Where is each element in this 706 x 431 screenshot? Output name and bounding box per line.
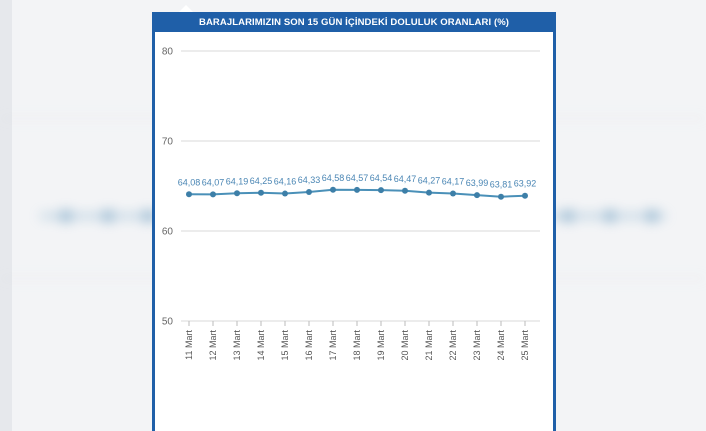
data-point (498, 193, 504, 200)
data-label: 64,47 (394, 174, 417, 184)
x-tick-label: 15 Mart (280, 330, 290, 361)
x-tick-label: 17 Mart (328, 330, 338, 361)
data-label: 63,99 (466, 178, 489, 188)
data-label: 64,25 (250, 176, 273, 186)
chart-card: BARAJLARIMIZIN SON 15 GÜN İÇİNDEKİ DOLUL… (152, 5, 556, 431)
y-tick-label: 70 (162, 137, 174, 148)
y-tick-label: 50 (162, 317, 174, 328)
data-label: 64,27 (418, 176, 441, 186)
data-point (306, 189, 312, 196)
data-point (474, 192, 480, 199)
y-tick-label: 60 (162, 227, 174, 238)
bg-point (102, 210, 114, 222)
data-label: 64,57 (346, 173, 369, 183)
bg-point (60, 210, 72, 222)
data-label: 64,33 (298, 175, 321, 185)
x-tick-label: 20 Mart (400, 330, 410, 361)
data-point (330, 186, 336, 193)
data-label: 63,92 (514, 179, 537, 189)
data-point (258, 189, 264, 196)
data-label: 64,16 (274, 177, 297, 187)
data-point (210, 191, 216, 198)
x-tick-label: 24 Mart (496, 330, 506, 361)
x-tick-label: 22 Mart (448, 330, 458, 361)
chart-title: BARAJLARIMIZIN SON 15 GÜN İÇİNDEKİ DOLUL… (152, 12, 556, 32)
data-point (426, 189, 432, 196)
data-label: 63,81 (490, 180, 513, 190)
bg-point (142, 210, 154, 222)
data-point (186, 191, 192, 198)
title-notch (179, 5, 193, 12)
data-label: 64,19 (226, 176, 249, 186)
x-tick-label: 12 Mart (208, 330, 218, 361)
x-tick-label: 14 Mart (256, 330, 266, 361)
y-tick-label: 80 (162, 47, 174, 58)
data-label: 64,58 (322, 173, 345, 183)
data-label: 64,08 (178, 177, 201, 187)
data-point (234, 190, 240, 197)
x-tick-label: 21 Mart (424, 330, 434, 361)
x-tick-label: 19 Mart (376, 330, 386, 361)
x-tick-label: 11 Mart (184, 330, 194, 360)
data-label: 64,07 (202, 177, 225, 187)
x-tick-label: 18 Mart (352, 330, 362, 361)
data-label: 64,54 (370, 173, 393, 183)
data-label: 64,17 (442, 176, 465, 186)
data-point (282, 190, 288, 197)
data-point (354, 186, 360, 193)
x-tick-label: 23 Mart (472, 330, 482, 361)
x-tick-label: 13 Mart (232, 330, 242, 361)
data-point (402, 187, 408, 194)
bg-point (604, 210, 616, 222)
data-point (522, 192, 528, 199)
data-point (378, 187, 384, 194)
bg-point (562, 210, 574, 222)
bg-point (646, 210, 658, 222)
x-tick-label: 25 Mart (520, 330, 530, 361)
x-tick-label: 16 Mart (304, 330, 314, 361)
left-background-strip (0, 0, 12, 431)
data-point (450, 190, 456, 197)
